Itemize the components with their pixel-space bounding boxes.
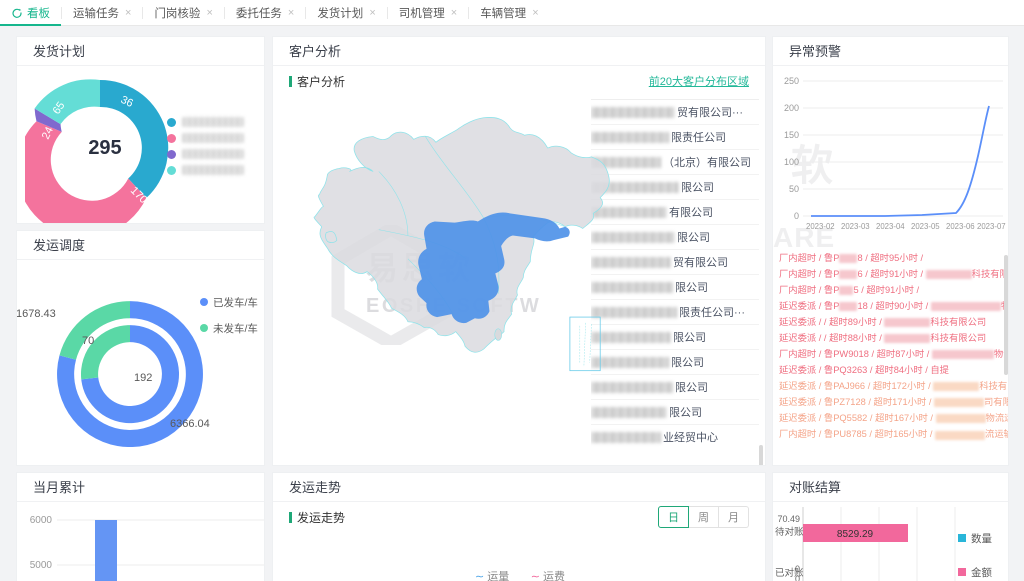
svg-text:2023-02: 2023-02 <box>806 222 835 231</box>
svg-text:150: 150 <box>784 130 799 140</box>
svg-text:5000: 5000 <box>30 560 53 571</box>
svg-text:已对账: 已对账 <box>775 567 804 579</box>
svg-text:0: 0 <box>794 211 799 221</box>
svg-text:100: 100 <box>784 157 799 167</box>
svg-text:6000: 6000 <box>30 515 53 526</box>
svg-text:2023-05: 2023-05 <box>911 222 940 231</box>
svg-text:50: 50 <box>789 184 799 194</box>
svg-text:8529.29: 8529.29 <box>837 529 874 540</box>
svg-text:待对账: 待对账 <box>775 526 804 538</box>
svg-text:70: 70 <box>82 335 94 347</box>
svg-text:250: 250 <box>784 76 799 86</box>
svg-text:1678.43: 1678.43 <box>16 308 56 320</box>
svg-text:192: 192 <box>134 372 152 384</box>
svg-text:200: 200 <box>784 103 799 113</box>
svg-text:2023-03: 2023-03 <box>841 222 870 231</box>
svg-text:2023-07: 2023-07 <box>977 222 1006 231</box>
svg-text:6366.04: 6366.04 <box>170 418 210 430</box>
svg-text:2023-04: 2023-04 <box>876 222 905 231</box>
svg-text:70.49: 70.49 <box>777 514 800 524</box>
svg-text:2023-06: 2023-06 <box>946 222 975 231</box>
